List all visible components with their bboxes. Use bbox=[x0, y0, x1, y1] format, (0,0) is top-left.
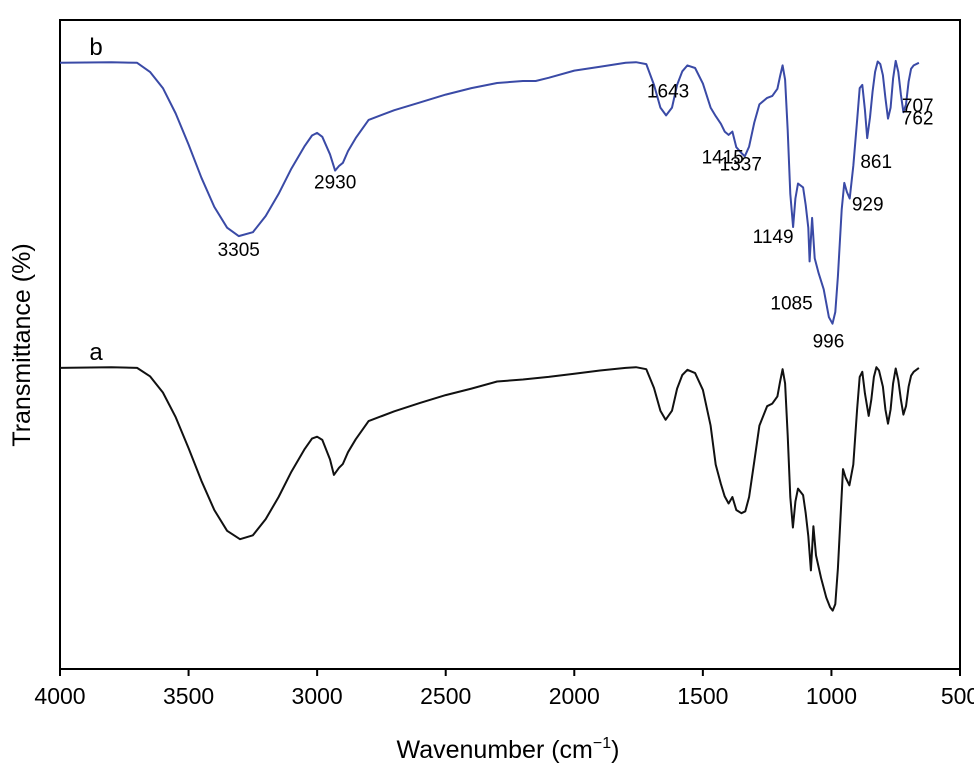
x-tick-label: 3000 bbox=[292, 683, 343, 709]
series-layer bbox=[59, 59, 920, 612]
plot-area bbox=[59, 19, 961, 670]
peak-label: 707 bbox=[902, 96, 934, 117]
x-tick-label: 1000 bbox=[806, 683, 857, 709]
series-labels: ba bbox=[89, 34, 103, 366]
x-axis: 4000 3500 3000 2500 2000 1500 1000 500 bbox=[34, 669, 974, 709]
series-line-a bbox=[59, 366, 920, 612]
y-axis-title: Transmittance (%) bbox=[8, 243, 36, 446]
peak-label: 861 bbox=[860, 152, 892, 173]
peak-label: 1415 bbox=[702, 148, 744, 169]
peak-label: 1085 bbox=[770, 293, 812, 314]
peak-label: 1643 bbox=[647, 81, 689, 102]
peak-label: 929 bbox=[852, 194, 884, 215]
peak-label: 1337 bbox=[720, 154, 762, 175]
x-axis-title-sup: −1 bbox=[593, 735, 611, 752]
series-line-b bbox=[59, 59, 920, 325]
x-tick-label: 3500 bbox=[163, 683, 214, 709]
x-tick-label: 1500 bbox=[677, 683, 728, 709]
series-label-b: b bbox=[89, 34, 102, 61]
x-axis-title-main: Wavenumber (cm bbox=[397, 736, 593, 764]
plot-frame bbox=[59, 19, 961, 670]
peak-label: 996 bbox=[813, 332, 845, 353]
series-label-a: a bbox=[89, 339, 103, 366]
peak-label: 3305 bbox=[218, 240, 260, 261]
peak-label: 762 bbox=[902, 109, 934, 130]
x-tick-label: 4000 bbox=[34, 683, 85, 709]
x-tick-label: 2500 bbox=[420, 683, 471, 709]
x-tick-label: 2000 bbox=[549, 683, 600, 709]
peak-label: 2930 bbox=[314, 173, 356, 194]
peak-label: 1149 bbox=[753, 227, 794, 248]
x-tick-label: 500 bbox=[941, 683, 974, 709]
x-axis-title-close: ) bbox=[611, 736, 619, 764]
x-axis-title: Wavenumber (cm−1) bbox=[397, 735, 620, 764]
